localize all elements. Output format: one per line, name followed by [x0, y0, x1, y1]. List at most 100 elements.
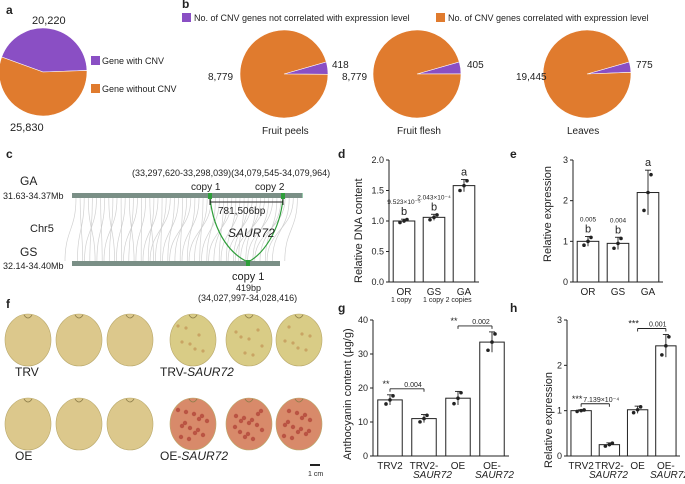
chart-g-point: [490, 340, 494, 344]
synteny-line: [167, 197, 175, 262]
apple-spot: [295, 429, 301, 435]
chart-h-sig-pvalue: 0.001: [649, 322, 667, 329]
gene-gs-copy1: [246, 260, 250, 266]
apple-spot: [188, 342, 192, 346]
pie-leaves-small-value: 775: [636, 60, 653, 71]
synteny-line: [96, 197, 106, 262]
chart-d-letter: a: [461, 167, 468, 179]
apple-stem-cavity: [125, 398, 135, 403]
apple-stem-cavity: [23, 314, 33, 319]
apple-spot: [281, 433, 287, 439]
chart-h-point: [603, 444, 608, 448]
chart-h-point: [610, 441, 615, 446]
synteny-line: [272, 197, 290, 262]
g-cat4-line2: SAUR72: [475, 470, 514, 481]
chart-h-bar-2: [626, 409, 649, 457]
apple-spot: [246, 420, 252, 426]
panel-letter-e: e: [510, 147, 517, 161]
apple-spot: [299, 415, 305, 421]
apple-spot: [242, 434, 248, 440]
chart-g-point: [493, 332, 497, 336]
synteny-line: [247, 197, 274, 262]
apple-stem-cavity: [294, 398, 304, 403]
chart-g-xtick-label: OE-: [483, 461, 501, 472]
synteny-line: [79, 197, 84, 262]
pie-a-top-value: 20,220: [32, 15, 66, 27]
synteny-line: [128, 197, 135, 262]
chart-d-letter: b: [431, 201, 437, 213]
apple-spot: [241, 415, 247, 421]
synteny-line: [128, 197, 134, 262]
apple-spot: [308, 334, 312, 338]
pie-a-slice-1: [0, 56, 88, 117]
synteny-line: [123, 197, 138, 262]
chart-d-xtick-label: OR: [397, 287, 412, 298]
scale-label: 1 cm: [308, 471, 323, 478]
chart-h-xtick-label: TRV2: [568, 461, 594, 472]
chart-d-xtick-label: GS: [427, 287, 442, 298]
chart-e-point: [582, 243, 586, 248]
apple-spot: [291, 341, 295, 345]
chart-e-ytick-label: 0: [563, 277, 568, 287]
ga-range: 31.63-34.37Mb: [3, 191, 64, 201]
chart-h-bar-3: [655, 345, 677, 457]
apple-spot: [186, 436, 192, 442]
chart-h-point: [635, 407, 640, 412]
synteny-line: [199, 197, 204, 262]
g-cat2-line2: SAUR72: [413, 470, 452, 481]
synteny-line: [181, 197, 200, 262]
panel-letter-h: h: [510, 301, 517, 315]
chart-e-point: [616, 241, 620, 246]
apple-spot: [204, 418, 210, 424]
synteny-line: [234, 197, 265, 262]
legend-swatch-correlated: [436, 13, 445, 22]
legend-swatch-with-cnv: [91, 56, 100, 65]
chart-d-ytick-label: 1.0: [371, 216, 384, 226]
pie-b1-slice-1: [239, 29, 329, 119]
chart-g-ytick-label: 30: [358, 349, 368, 359]
apple-spot: [196, 416, 202, 422]
gene-link-2: [247, 197, 284, 263]
chart-g-ytick-label: 40: [358, 315, 368, 325]
coord-bottom: (34,027,997-34,028,416): [198, 293, 297, 303]
chart-h-point: [638, 405, 643, 409]
chart-d-bar-1: [422, 216, 446, 283]
apple: [55, 397, 103, 451]
gs-range: 32.14-34.40Mb: [3, 261, 64, 271]
h-cat2-line2: SAUR72: [589, 470, 628, 481]
apple-spot: [199, 413, 205, 419]
apple-spot: [283, 339, 287, 343]
synteny-line: [169, 197, 192, 262]
copy1-bottom: copy 1: [232, 271, 264, 283]
apple-spot: [239, 335, 243, 339]
chart-d-point: [428, 217, 432, 222]
apple-spot: [179, 423, 185, 429]
pie-flesh-big-value: 8,779: [342, 72, 367, 83]
chart-d-ytick-label: 1.5: [371, 186, 384, 196]
apple: [106, 313, 154, 367]
chart-g-xtick-label: OE: [451, 461, 466, 472]
apple: [169, 313, 217, 367]
pie-a: [0, 27, 88, 117]
panel-letter-b: b: [182, 0, 189, 11]
panel-letter-g: g: [338, 301, 345, 315]
chart-e-point: [649, 172, 653, 177]
chart-e-letter: a: [645, 157, 652, 169]
chart-e-point: [586, 239, 590, 244]
apple: [275, 397, 323, 451]
chart-h-ytick-label: 0: [557, 451, 562, 461]
synteny-line: [100, 197, 103, 262]
pie-leaves: [542, 29, 632, 119]
chart-d-point: [402, 219, 406, 223]
apple-spot: [254, 422, 260, 428]
chart-d-pvalue: 9.523×10⁻⁵: [387, 199, 421, 206]
apple-spot: [195, 427, 201, 433]
chart-g-point: [384, 402, 388, 406]
chart-h-point: [631, 410, 636, 415]
gene-ga-copy2: [281, 193, 285, 199]
chart-e-letter: b: [615, 224, 621, 236]
chart-g-point: [456, 396, 460, 401]
synteny-line: [149, 197, 171, 262]
ylabel-g: Anthocyanin content (µg/g): [342, 328, 354, 460]
apple-spot: [243, 351, 247, 355]
